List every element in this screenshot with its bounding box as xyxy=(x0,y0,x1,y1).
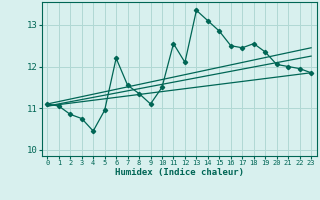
X-axis label: Humidex (Indice chaleur): Humidex (Indice chaleur) xyxy=(115,168,244,177)
